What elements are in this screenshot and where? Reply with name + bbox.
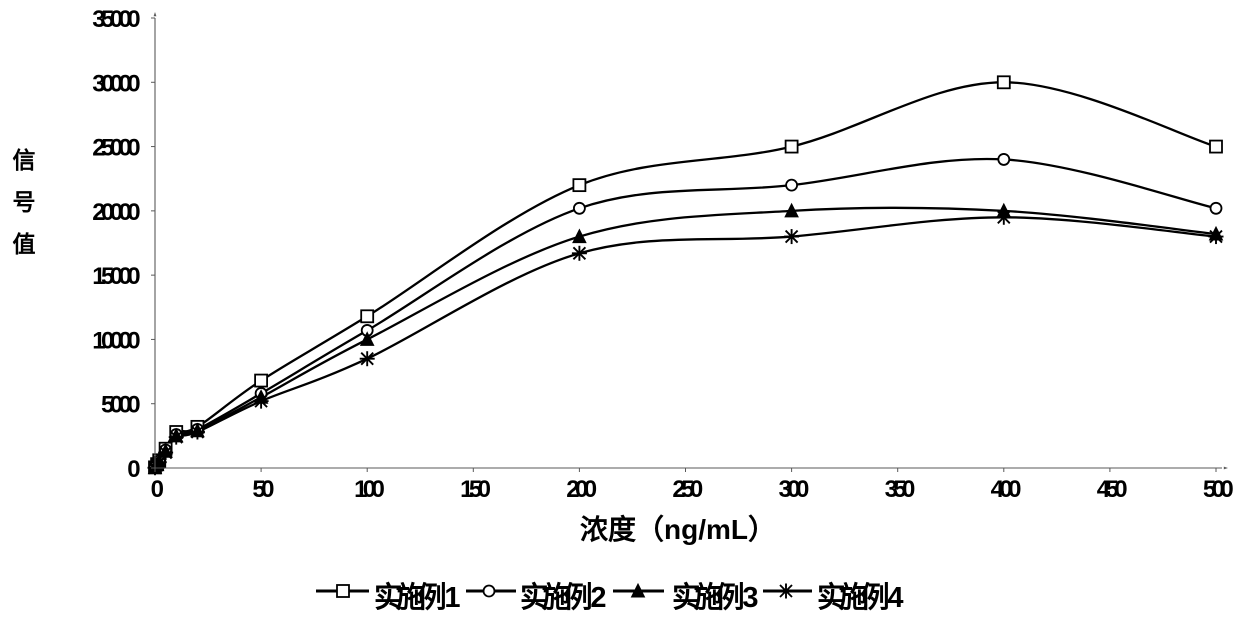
svg-text:5000: 5000 [101, 392, 140, 419]
svg-text:10000: 10000 [92, 327, 140, 354]
svg-text:150: 150 [460, 476, 490, 503]
svg-text:250: 250 [672, 476, 702, 503]
svg-text:30000: 30000 [92, 70, 140, 97]
svg-text:0: 0 [151, 476, 164, 503]
svg-text:0: 0 [127, 456, 140, 483]
svg-text:400: 400 [991, 476, 1021, 503]
svg-text:200: 200 [566, 476, 596, 503]
svg-text:15000: 15000 [92, 263, 140, 290]
svg-text:100: 100 [354, 476, 384, 503]
svg-text:50: 50 [252, 476, 274, 503]
svg-text:500: 500 [1203, 476, 1233, 503]
svg-text:浓度（ng/mL）: 浓度（ng/mL） [580, 513, 776, 545]
svg-text:350: 350 [885, 476, 915, 503]
svg-text:20000: 20000 [92, 199, 140, 226]
svg-text:信: 信 [13, 147, 36, 173]
svg-text:450: 450 [1097, 476, 1127, 503]
svg-text:值: 值 [13, 231, 36, 257]
svg-text:号: 号 [13, 189, 36, 215]
svg-text:25000: 25000 [92, 135, 140, 162]
svg-text:300: 300 [778, 476, 808, 503]
svg-text:35000: 35000 [92, 6, 140, 33]
